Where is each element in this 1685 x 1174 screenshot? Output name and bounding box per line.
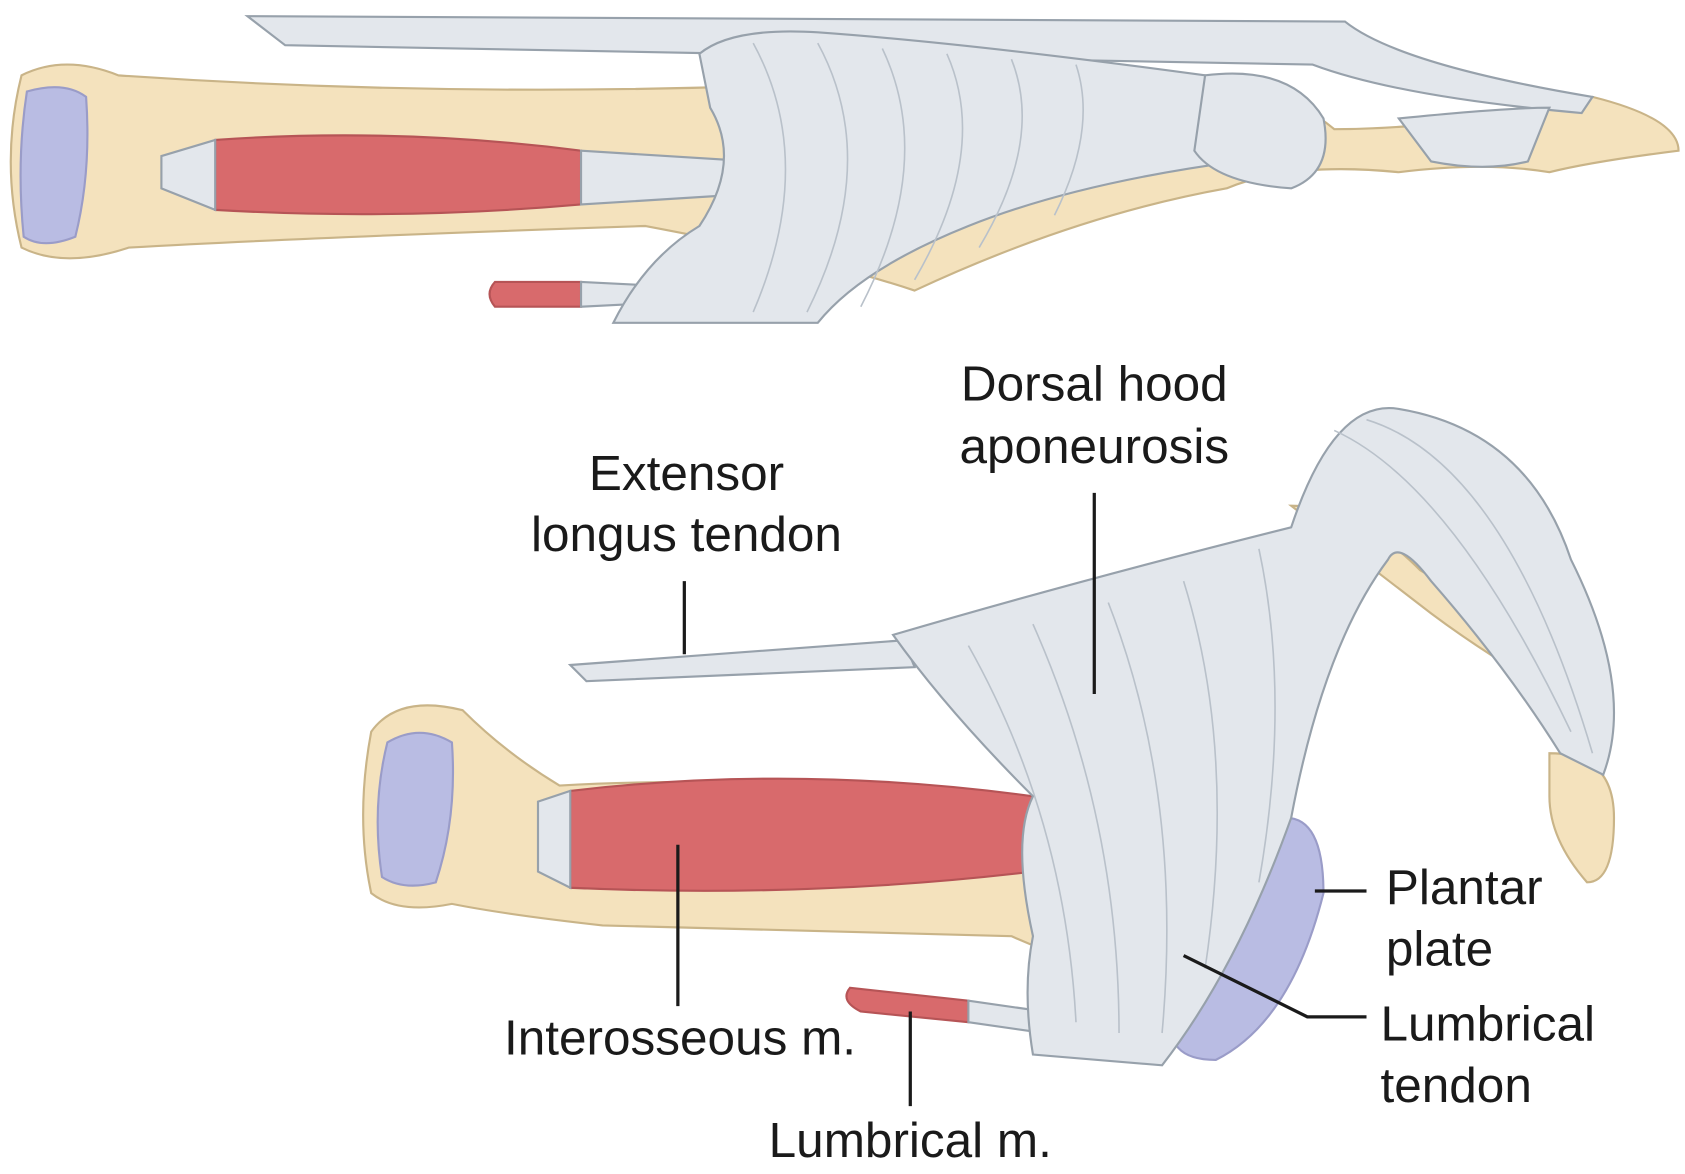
label: longus tendon (531, 507, 842, 562)
leader-lines (676, 492, 1367, 1107)
label: Lumbrical (1380, 997, 1595, 1052)
label: plate (1386, 921, 1493, 976)
bottom-toe (362, 407, 1616, 1067)
label: tendon (1380, 1058, 1531, 1113)
label: Extensor (589, 446, 784, 501)
label: Interosseous m. (504, 1011, 856, 1066)
label: Lumbrical m. (769, 1113, 1052, 1168)
label: Plantar (1386, 860, 1543, 915)
label: aponeurosis (959, 419, 1229, 474)
label: Dorsal hood (961, 356, 1228, 411)
leader-line (1182, 954, 1367, 1019)
top-toe (9, 15, 1680, 324)
